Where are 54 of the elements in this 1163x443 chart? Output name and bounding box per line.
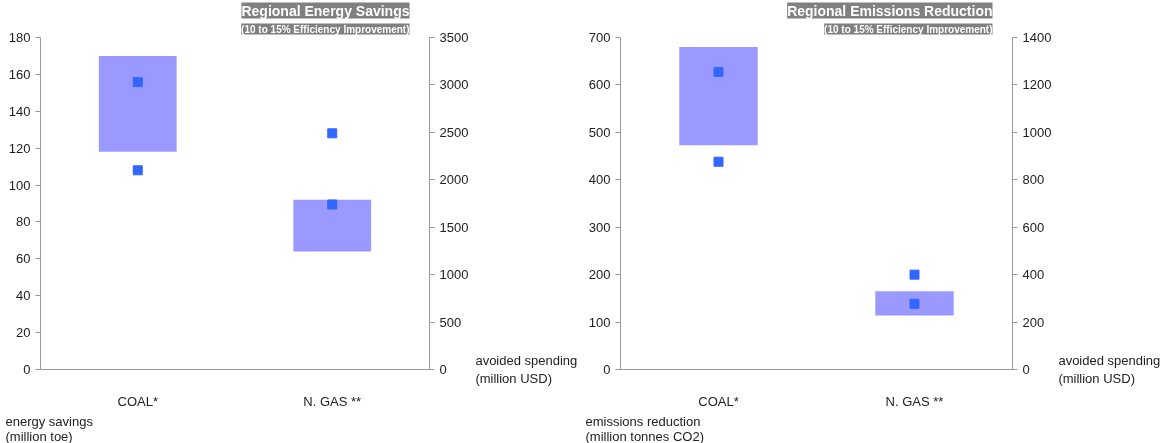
y2-axis-title: avoided spending (million USD)	[475, 353, 578, 386]
point	[132, 77, 143, 88]
y2-tick-label: 1200	[1022, 77, 1052, 93]
y-tick-label: 100	[8, 177, 31, 193]
y-tick-label: 180	[8, 30, 31, 45]
x-tick-label: COAL*	[117, 393, 158, 409]
y2-tick-label: 800	[1022, 172, 1045, 188]
y2-tick-label: 3000	[439, 77, 469, 93]
point	[132, 165, 143, 176]
point	[327, 128, 338, 139]
x-tick-label: COAL*	[698, 393, 739, 409]
chart-title: Regional Energy Savings	[241, 2, 410, 19]
y-tick-label: 120	[8, 140, 31, 156]
point	[713, 156, 724, 167]
y-axis-title: emissions reduction (million tonnes CO2)	[585, 413, 704, 443]
y2-tick-label: 400	[1022, 267, 1045, 283]
y2-axis-title: avoided spending (million USD)	[1058, 353, 1161, 386]
y2-tick-label: 0	[439, 362, 447, 377]
y-tick-label: 600	[588, 77, 611, 93]
y-tick-label: 100	[588, 314, 611, 330]
y-axis-title: energy savings (million toe)	[5, 413, 94, 443]
y2-tick-label: 600	[1022, 219, 1045, 235]
y2-tick-label: 0	[1022, 362, 1030, 377]
y-tick-label: 160	[8, 66, 31, 82]
y2-tick-label: 500	[439, 314, 462, 330]
point	[909, 269, 920, 280]
y2-tick-label: 2000	[439, 172, 469, 188]
y2-tick-label: 1000	[439, 267, 469, 283]
y2-tick-label: 1400	[1022, 30, 1052, 45]
chart-title: Regional Emissions Reduction	[787, 2, 993, 19]
y-tick-label: 300	[588, 219, 611, 235]
chart-subtitle: (10 to 15% Efficiency Improvement)	[824, 23, 993, 35]
point	[713, 66, 724, 77]
x-tick-label: N. GAS **	[885, 393, 944, 409]
chart-subtitle: (10 to 15% Efficiency Improvement)	[241, 23, 410, 35]
y2-tick-label: 200	[1022, 314, 1045, 330]
y2-tick-label: 2500	[439, 124, 469, 140]
y2-tick-label: 1500	[439, 219, 469, 235]
y2-tick-label: 1000	[1022, 124, 1052, 140]
y-tick-label: 700	[588, 30, 611, 45]
y-tick-label: 0	[603, 362, 611, 377]
y-tick-label: 60	[16, 251, 31, 267]
y-tick-label: 500	[588, 124, 611, 140]
y-tick-label: 200	[588, 267, 611, 283]
y2-tick-label: 3500	[439, 30, 469, 45]
y-tick-label: 20	[16, 325, 31, 341]
y-tick-label: 80	[16, 214, 31, 230]
x-tick-label: N. GAS **	[303, 393, 362, 409]
point	[909, 298, 920, 309]
y-tick-label: 0	[23, 362, 31, 377]
y-tick-label: 40	[16, 288, 31, 304]
y-tick-label: 140	[8, 103, 31, 119]
point	[327, 199, 338, 210]
y-tick-label: 400	[588, 172, 611, 188]
